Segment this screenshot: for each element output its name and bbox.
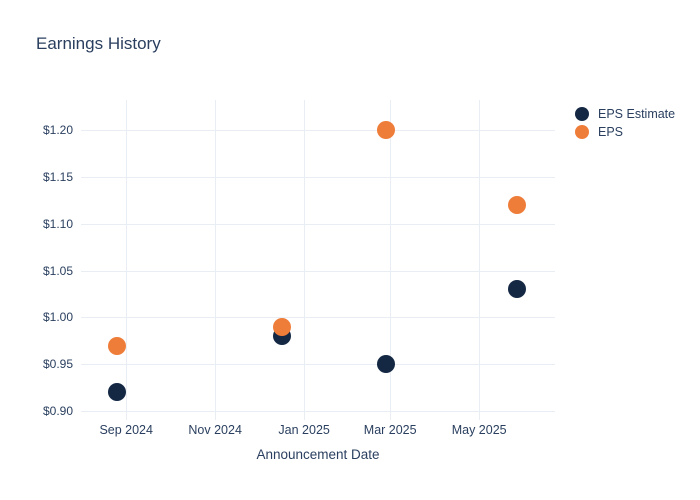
y-tick-label: $1.10 [42,216,73,231]
legend-label: EPS [598,125,624,139]
y-tick-label: $0.90 [42,404,73,419]
marker-eps[interactable] [376,120,395,139]
marker-eps[interactable] [108,336,127,355]
x-tick-label: Mar 2025 [363,423,417,437]
x-tick-label: Sep 2024 [99,423,153,437]
plot-area [81,100,555,420]
legend-marker-icon [575,125,589,139]
gridline-y [81,176,555,178]
gridline-y [81,317,555,319]
chart-title: Earnings History [36,34,161,53]
legend-marker-icon [575,107,589,121]
gridline-x [390,100,392,420]
marker-eps[interactable] [508,195,527,214]
x-tick-label: Jan 2025 [278,423,330,437]
gridline-x [215,100,217,420]
y-tick-label: $1.15 [42,169,73,184]
legend-item-eps-estimate[interactable]: EPS Estimate [570,105,675,123]
marker-eps[interactable] [273,317,292,336]
y-tick-label: $0.95 [42,357,73,372]
legend-label: EPS Estimate [598,107,676,121]
gridline-y [81,223,555,225]
marker-eps-estimate[interactable] [376,355,395,374]
y-tick-label: $1.00 [42,310,73,325]
x-tick-label: Nov 2024 [188,423,242,437]
gridline-y [81,411,555,413]
gridline-y [81,270,555,272]
x-tick-label: May 2025 [451,423,507,437]
gridline-x [479,100,481,420]
legend: EPS Estimate EPS [570,105,675,141]
gridline-x [126,100,128,420]
gridline-x [304,100,306,420]
marker-eps-estimate[interactable] [108,383,127,402]
y-tick-label: $1.05 [42,263,73,278]
gridline-y [81,364,555,366]
gridline-y [81,129,555,131]
legend-item-eps[interactable]: EPS [570,123,675,141]
y-tick-label: $1.20 [42,122,73,137]
x-axis-title: Announcement Date [256,447,380,462]
marker-eps-estimate[interactable] [508,280,527,299]
